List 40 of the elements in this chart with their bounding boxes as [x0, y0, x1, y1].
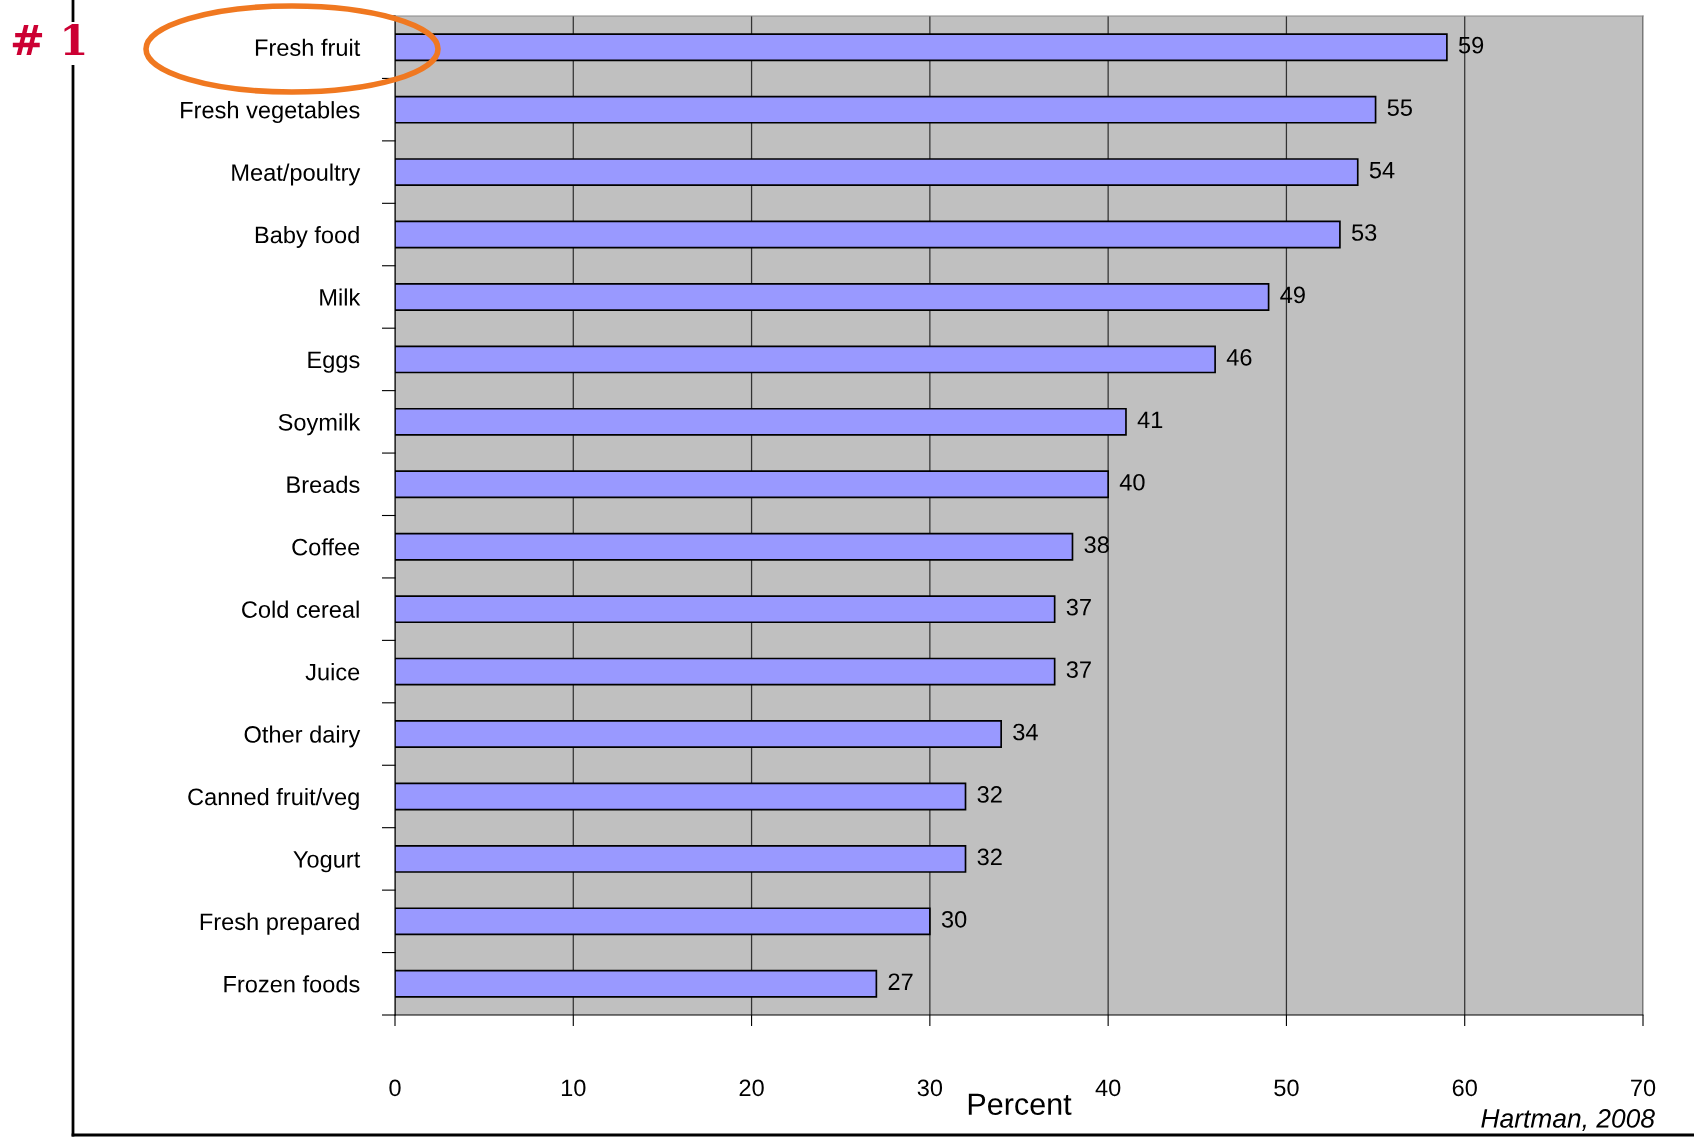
data-label: 46	[1226, 349, 1252, 366]
data-label: 32	[977, 786, 1002, 803]
y-tick-label: Eggs	[308, 351, 360, 373]
text: # 1	[12, 24, 85, 55]
x-tick-label: 40	[1095, 1079, 1121, 1097]
y-tick-label: Soymilk	[278, 413, 361, 436]
data-label: 53	[1351, 224, 1377, 241]
x-axis-title: Percent	[968, 1093, 1072, 1116]
y-tick-label: Meat/poultry	[232, 163, 361, 186]
x-tick-label: 20	[739, 1079, 764, 1097]
text: Hartman, 2008	[1481, 1109, 1655, 1131]
y-tick-label: Baby food	[255, 225, 359, 248]
y-tick-label: Fresh vegetables	[181, 101, 360, 124]
data-label: 32	[977, 848, 1002, 866]
data-label: 37	[1066, 598, 1091, 616]
y-tick-label: Milk	[320, 288, 361, 306]
data-label: 55	[1387, 99, 1412, 116]
y-tick-label: Other dairy	[244, 725, 361, 748]
data-label: 27	[888, 973, 913, 990]
x-tick-label: 70	[1631, 1079, 1656, 1097]
y-tick-label: Frozen foods	[224, 975, 360, 993]
y-tick-label: Breads	[287, 475, 360, 494]
x-tick-label: 10	[561, 1079, 586, 1097]
y-tick-label: Juice	[305, 663, 360, 681]
x-tick-label: 0	[389, 1079, 401, 1097]
y-tick-label: Coffee	[292, 538, 360, 556]
data-label: 30	[941, 910, 967, 928]
x-tick-label: 60	[1452, 1079, 1477, 1097]
y-tick-label: Fresh fruit	[255, 38, 361, 57]
data-label: 41	[1137, 411, 1163, 428]
data-label: 37	[1066, 661, 1091, 678]
data-label: 54	[1369, 161, 1395, 179]
y-tick-label: Fresh prepared	[200, 912, 359, 935]
data-label: 34	[1013, 723, 1038, 741]
x-tick-label: 50	[1274, 1079, 1299, 1097]
y-tick-label: Cold cereal	[242, 600, 359, 618]
y-tick-label: Yogurt	[293, 851, 361, 873]
x-tick-label: 30	[917, 1079, 943, 1097]
data-label: 40	[1119, 473, 1145, 491]
y-tick-label: Canned fruit/veg	[188, 787, 359, 810]
